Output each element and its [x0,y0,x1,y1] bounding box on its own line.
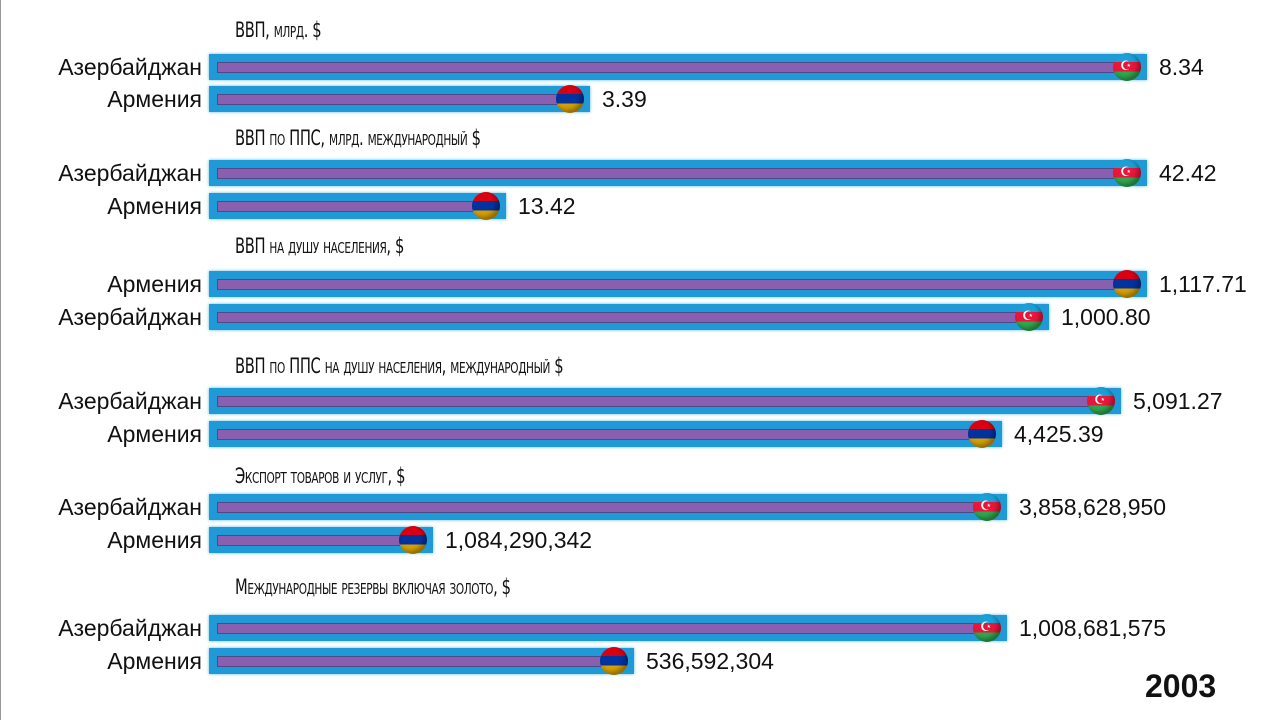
country-label: Азербайджан [58,615,202,641]
armenia-flag-icon [472,192,500,220]
country-label: Армения [107,527,202,553]
group-title: ВВП, млрд. $ [235,18,322,42]
value-label: 3.39 [602,86,647,112]
value-label: 536,592,304 [646,648,774,674]
bar-fill [217,396,1109,407]
country-label: Азербайджан [58,388,202,414]
armenia-flag-icon [556,85,584,113]
bar [209,614,1007,642]
bar [209,85,590,113]
value-label: 1,000.80 [1061,304,1151,330]
value-label: 42.42 [1159,160,1217,186]
armenia-flag-icon [968,420,996,448]
bar [209,493,1007,521]
azerbaijan-flag-icon [1113,159,1141,187]
value-label: 3,858,628,950 [1019,494,1167,520]
bar [209,270,1147,298]
azerbaijan-flag-icon [973,493,1001,521]
bar-fill [217,94,578,105]
bar-fill [217,62,1135,73]
country-label: Армения [107,193,202,219]
group-title: ВВП на душу населения, $ [235,234,404,258]
country-label: Армения [107,271,202,297]
azerbaijan-flag-icon [1015,303,1043,331]
group-title: Экспорт товаров и услуг, $ [235,464,406,488]
group-title: ВВП по ППС на душу населения, международ… [235,354,564,378]
group-title: ВВП по ППС, млрд. международный $ [235,126,481,150]
armenia-flag-icon [399,526,427,554]
value-label: 1,117.71 [1159,271,1247,297]
bar-fill [217,168,1135,179]
bar-fill [217,502,995,513]
azerbaijan-flag-icon [1113,53,1141,81]
value-label: 5,091.27 [1133,388,1223,414]
azerbaijan-flag-icon [1087,387,1115,415]
bar [209,647,634,675]
armenia-flag-icon [1113,270,1141,298]
country-label: Азербайджан [58,304,202,330]
bar-fill [217,201,494,212]
country-label: Азербайджан [58,494,202,520]
country-label: Армения [107,86,202,112]
bar [209,159,1147,187]
country-label: Армения [107,421,202,447]
bar [209,303,1049,331]
bar [209,192,506,220]
bar-fill [217,656,622,667]
value-label: 4,425.39 [1014,421,1104,447]
country-label: Азербайджан [58,54,202,80]
bar-fill [217,623,995,634]
value-label: 8.34 [1159,54,1204,80]
bar [209,420,1002,448]
bar [209,53,1147,81]
country-label: Армения [107,648,202,674]
armenia-flag-icon [600,647,628,675]
value-label: 1,084,290,342 [445,527,593,553]
bar-fill [217,279,1135,290]
value-label: 13.42 [518,193,576,219]
year-label: 2003 [1145,668,1217,704]
bar [209,526,433,554]
country-label: Азербайджан [58,160,202,186]
group-title: Международные резервы включая золото, $ [235,575,511,599]
bar-fill [217,429,990,440]
azerbaijan-flag-icon [973,614,1001,642]
bar [209,387,1121,415]
bar-fill [217,535,421,546]
value-label: 1,008,681,575 [1019,615,1167,641]
bar-fill [217,312,1037,323]
